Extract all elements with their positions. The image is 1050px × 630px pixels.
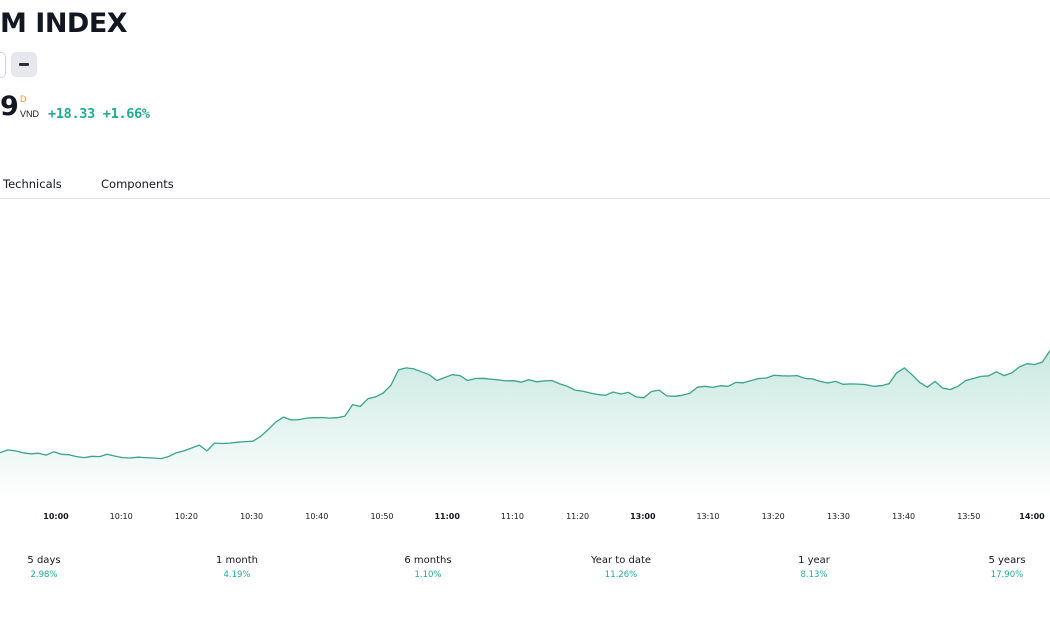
x-tick-label: 11:20 — [566, 512, 589, 521]
performance-period-label: 5 days — [27, 555, 61, 566]
performance-value: 4.19% — [223, 570, 251, 580]
tab-technicals[interactable]: Technicals — [3, 177, 62, 191]
performance-value: 11.26% — [604, 570, 638, 580]
x-tick-label: 14:00 — [1019, 512, 1045, 521]
performance-value: 1.10% — [414, 570, 442, 580]
performance-value: 2.98% — [30, 570, 58, 580]
x-tick-label: 10:40 — [305, 512, 328, 521]
x-tick-label: 10:00 — [43, 512, 69, 521]
price-flag: D — [20, 94, 27, 104]
performance-period-label: 1 year — [798, 555, 830, 566]
performance-period-label: 5 years — [988, 555, 1026, 566]
performance-item[interactable]: 1 year 8.13% — [754, 554, 874, 581]
currency-label: VND — [20, 109, 40, 119]
x-tick-label: 13:40 — [892, 512, 915, 521]
minus-icon — [19, 63, 29, 66]
x-tick-label: 11:00 — [434, 512, 460, 521]
x-tick-label: 13:30 — [827, 512, 850, 521]
last-price: 9 — [0, 91, 19, 122]
x-tick-label: 10:10 — [110, 512, 133, 521]
x-tick-label: 13:20 — [762, 512, 785, 521]
price-chart[interactable]: 10:00 10:10 10:20 10:30 10:40 10:50 11:00 11:10… — [0, 199, 1050, 529]
minus-icon-button[interactable] — [11, 52, 37, 77]
x-tick-label: 10:30 — [240, 512, 263, 521]
badge-button[interactable] — [0, 52, 6, 78]
performance-item[interactable]: 6 months 1.10% — [368, 554, 488, 581]
change-percent: +1.66% — [102, 106, 150, 122]
tab-components[interactable]: Components — [101, 177, 174, 191]
performance-period-label: Year to date — [590, 555, 652, 566]
index-title: M INDEX — [0, 8, 128, 39]
tab-bar: Technicals Components — [0, 170, 1050, 199]
x-tick-label: 13:00 — [630, 512, 656, 521]
price-line — [0, 350, 1050, 460]
x-tick-label: 10:20 — [175, 512, 198, 521]
x-tick-label: 10:50 — [370, 512, 393, 521]
performance-item[interactable]: 5 years 17.90% — [947, 554, 1050, 581]
price-area-fill — [0, 350, 1050, 499]
performance-item[interactable]: Year to date 11.26% — [561, 554, 681, 581]
performance-item[interactable]: 5 days 2.98% — [0, 554, 104, 581]
x-tick-label: 11:10 — [501, 512, 524, 521]
change-value: +18.33 — [48, 106, 95, 122]
performance-period-label: 1 month — [216, 555, 258, 566]
performance-item[interactable]: 1 month 4.19% — [177, 554, 297, 581]
performance-period-label: 6 months — [404, 555, 452, 566]
performance-value: 8.13% — [800, 570, 828, 580]
performance-value: 17.90% — [990, 570, 1024, 580]
x-tick-label: 13:10 — [696, 512, 719, 521]
price-change: +18.33 +1.66% — [48, 106, 150, 122]
x-tick-label: 13:50 — [957, 512, 980, 521]
